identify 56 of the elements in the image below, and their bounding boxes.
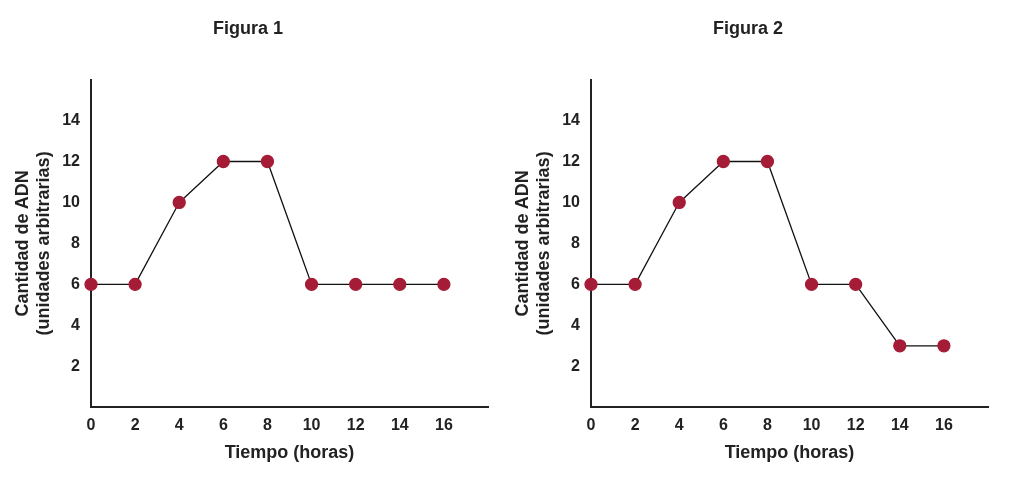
point (172, 195, 186, 210)
x-tick-label: 10 (302, 416, 321, 434)
y-tick-label: 8 (571, 233, 581, 251)
point (260, 154, 275, 169)
x-tick-label: 10 (802, 416, 821, 434)
x-tick-label: 16 (934, 416, 953, 434)
point (304, 277, 319, 291)
point (393, 277, 407, 291)
x-tick-label: 12 (346, 416, 365, 434)
point (628, 277, 642, 291)
y-tick-label: 12 (62, 151, 81, 169)
x-tick-label: 0 (586, 416, 596, 434)
y-tick-label: 14 (562, 110, 581, 128)
chart-title: Figura 1 (212, 17, 284, 38)
x-tick-label: 6 (218, 416, 228, 434)
point (216, 154, 230, 169)
point (804, 277, 819, 291)
point (716, 154, 730, 169)
x-tick-label: 6 (718, 416, 728, 434)
x-axis-title: Tiempo (horas) (724, 442, 855, 463)
point (84, 277, 98, 291)
x-tick-label: 14 (890, 416, 909, 434)
x-tick-label: 4 (674, 416, 684, 434)
point (349, 277, 363, 291)
x-tick-label: 2 (130, 416, 140, 434)
y-tick-label: 10 (62, 192, 81, 210)
point (672, 195, 686, 210)
y-tick-label: 4 (71, 315, 81, 333)
x-tick-label: 8 (262, 416, 272, 434)
point (128, 277, 142, 291)
y-tick-label: 4 (571, 315, 581, 333)
x-tick-label: 0 (86, 416, 96, 434)
point (893, 339, 907, 353)
point (760, 154, 775, 169)
y-tick-label: 8 (71, 233, 81, 251)
x-tick-label: 2 (630, 416, 640, 434)
x-tick-label: 4 (174, 416, 184, 434)
x-tick-label: 16 (434, 416, 453, 434)
y-axis-title: Cantidad de ADN (unidades arbitrarias) (11, 151, 54, 336)
point (849, 277, 863, 291)
y-tick-label: 2 (71, 356, 81, 374)
x-tick-label: 8 (762, 416, 772, 434)
point (937, 339, 951, 353)
y-tick-label: 6 (571, 274, 581, 292)
x-tick-label: 14 (390, 416, 409, 434)
x-tick-label: 12 (846, 416, 865, 434)
y-tick-label: 2 (571, 356, 581, 374)
y-tick-label: 10 (562, 192, 581, 210)
point (584, 277, 598, 291)
point (437, 277, 451, 291)
y-tick-label: 6 (71, 274, 81, 292)
chart-title: Figura 2 (712, 17, 784, 38)
y-axis-title: Cantidad de ADN (unidades arbitrarias) (511, 151, 554, 336)
x-axis-title: Tiempo (horas) (224, 442, 355, 463)
y-tick-label: 12 (562, 151, 581, 169)
y-tick-label: 14 (62, 110, 81, 128)
